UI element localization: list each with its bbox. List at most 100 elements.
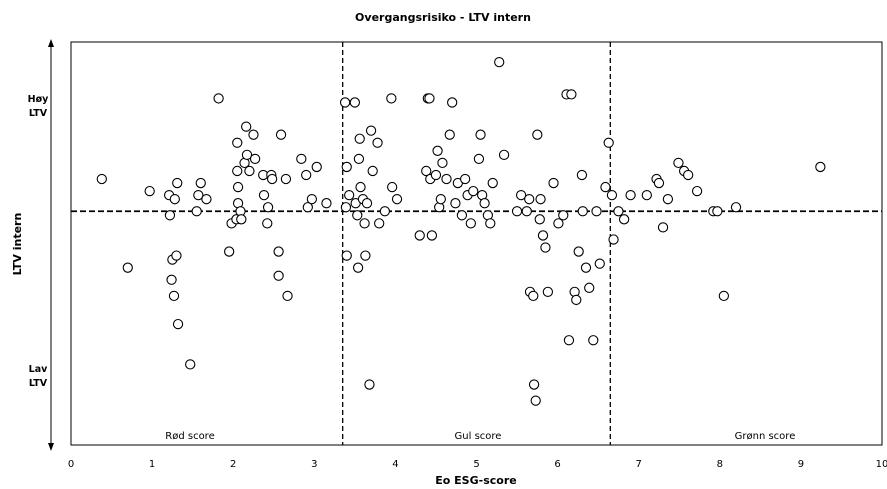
data-point — [730, 202, 742, 213]
data-point — [258, 189, 270, 201]
data-point — [191, 206, 202, 217]
data-point — [444, 129, 455, 140]
data-point — [280, 173, 292, 185]
x-axis-title: Eo ESG-score — [435, 474, 516, 487]
data-point — [172, 318, 184, 330]
data-point — [232, 165, 243, 177]
data-point — [618, 214, 630, 225]
data-point — [588, 335, 599, 346]
data-point — [542, 286, 554, 298]
data-point — [613, 206, 624, 217]
data-point — [424, 93, 435, 104]
data-point — [479, 198, 490, 209]
data-point — [144, 185, 155, 197]
data-point — [494, 57, 505, 68]
data-point — [352, 210, 363, 221]
data-point — [468, 185, 479, 197]
data-point — [580, 262, 592, 273]
data-point — [528, 290, 539, 302]
data-point — [534, 214, 545, 225]
data-point — [563, 335, 575, 346]
data-point — [548, 177, 559, 189]
data-point — [487, 177, 498, 189]
data-point — [301, 169, 312, 181]
data-point — [414, 230, 425, 241]
x-tick-label: 3 — [311, 459, 317, 470]
data-point — [244, 165, 255, 177]
data-point — [608, 234, 619, 245]
data-point — [421, 165, 432, 177]
data-point — [606, 189, 618, 201]
data-point — [273, 246, 284, 257]
data-point — [485, 218, 496, 229]
arrow-up-icon — [48, 39, 54, 47]
data-point — [475, 129, 486, 140]
data-point — [625, 189, 636, 201]
data-point — [232, 137, 243, 148]
data-points — [96, 57, 826, 406]
data-point — [282, 290, 293, 302]
data-point — [367, 165, 378, 177]
x-tick-label: 10 — [876, 459, 887, 470]
data-point — [172, 177, 183, 189]
data-point — [340, 202, 352, 213]
data-point — [437, 157, 448, 169]
data-point — [195, 177, 206, 189]
data-point — [379, 206, 391, 217]
data-point — [600, 181, 611, 193]
data-point — [168, 290, 180, 302]
data-point — [306, 194, 318, 205]
data-point — [302, 202, 313, 213]
data-point — [573, 246, 584, 257]
data-point — [498, 149, 510, 160]
data-point — [515, 189, 527, 201]
data-point — [712, 206, 723, 217]
data-point — [241, 121, 252, 132]
data-point — [511, 206, 523, 217]
data-point — [473, 153, 485, 165]
data-point — [169, 194, 180, 205]
data-point — [450, 198, 461, 209]
data-point — [657, 222, 669, 233]
data-point — [456, 210, 468, 221]
data-point — [594, 258, 605, 269]
data-point — [353, 153, 365, 165]
data-point — [653, 177, 665, 189]
data-point — [459, 173, 471, 185]
data-point — [359, 218, 370, 229]
data-point — [171, 250, 182, 261]
data-point — [558, 210, 569, 221]
zone-label-red: Rød score — [165, 431, 214, 442]
data-point — [164, 210, 176, 221]
data-point — [441, 173, 452, 185]
data-point — [430, 169, 442, 181]
y-label-high-line2: LTV — [29, 108, 48, 119]
y-axis-arrow — [48, 39, 54, 451]
data-point — [521, 206, 532, 217]
zone-labels: Rød score Gul score Grønn score — [165, 431, 795, 442]
data-point — [166, 274, 177, 285]
data-point — [535, 194, 546, 205]
data-point — [387, 181, 398, 193]
data-point — [349, 97, 360, 108]
data-point — [344, 189, 355, 201]
data-point — [553, 218, 564, 229]
data-point — [374, 218, 385, 229]
data-point — [241, 149, 253, 160]
zone-label-yellow: Gul score — [455, 431, 502, 442]
data-point — [465, 218, 476, 229]
data-point — [213, 93, 224, 104]
data-point — [262, 202, 274, 213]
data-point — [311, 161, 322, 173]
data-point — [662, 194, 674, 205]
data-point — [122, 262, 133, 273]
data-point — [223, 246, 235, 257]
plot-frame — [70, 41, 883, 446]
data-point — [96, 173, 107, 185]
data-point — [528, 379, 540, 390]
data-point — [571, 294, 582, 306]
data-point — [296, 153, 307, 165]
data-point — [193, 189, 204, 201]
x-tick-label: 4 — [392, 459, 398, 470]
data-point — [537, 230, 549, 241]
